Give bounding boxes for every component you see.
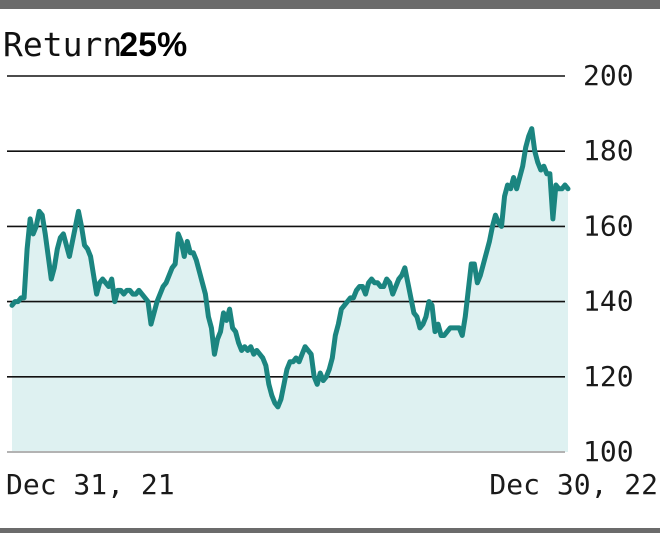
y-tick-label-100: 100 [583,435,634,468]
series-area [12,128,568,452]
y-tick-label-120: 120 [583,360,634,393]
y-tick-label-200: 200 [583,59,634,92]
x-axis-start-label: Dec 31, 21 [6,468,175,501]
chart-title: Return25% [3,28,187,62]
y-tick-label-140: 140 [583,285,634,318]
top-border-bar [0,0,660,9]
y-tick-label-180: 180 [583,134,634,167]
bottom-border-bar [0,528,660,533]
series-line [9,126,571,410]
y-tick-label-160: 160 [583,209,634,242]
chart-title-value: 25% [119,26,188,64]
chart-title-label: Return [3,25,123,64]
x-axis-end-label: Dec 30, 22 [489,468,658,501]
